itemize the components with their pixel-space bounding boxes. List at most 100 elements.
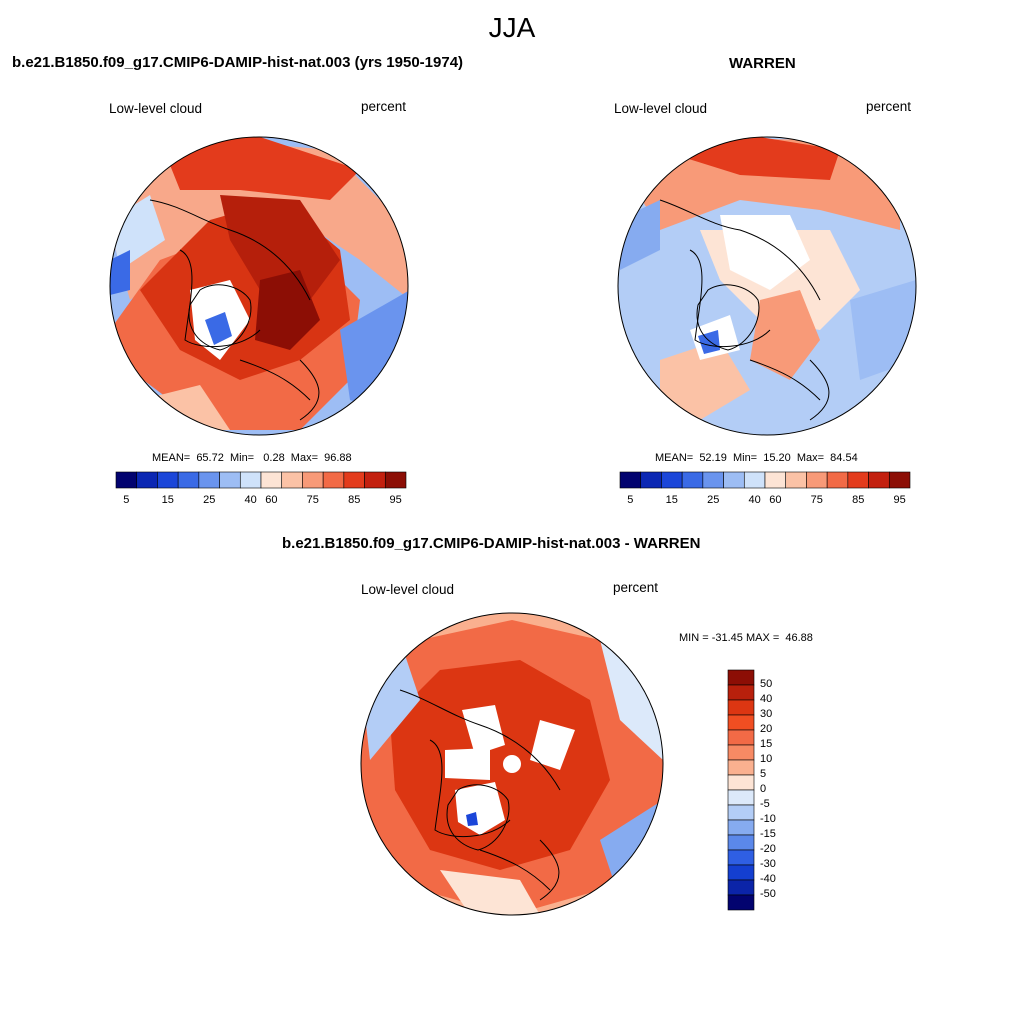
colorbar-swatch — [806, 471, 828, 489]
colorbar-swatch — [281, 471, 303, 489]
panel1-title: b.e21.B1850.f09_g17.CMIP6-DAMIP-hist-nat… — [12, 54, 464, 71]
colorbar-swatch — [640, 471, 662, 489]
colorbar-swatch — [115, 471, 138, 489]
colorbar-tick-label: 50 — [760, 678, 773, 690]
panel3-polar-map — [361, 613, 663, 915]
colorbar-swatch — [743, 471, 766, 489]
colorbar-swatch — [868, 471, 890, 489]
panel3-units: percent — [613, 580, 659, 595]
colorbar-swatch — [764, 471, 787, 489]
panel2-colorbar-ticks: 5 15 25 40 60 75 85 95 — [620, 494, 910, 508]
panel1-stats: MEAN= 65.72 Min= 0.28 Max= 96.88 — [152, 452, 352, 464]
colorbar-tick-label: 5 — [627, 494, 634, 506]
colorbar-tick-label: -5 — [760, 798, 770, 810]
colorbar-tick-label: -20 — [760, 843, 776, 855]
colorbar-tick-label: -50 — [760, 888, 776, 900]
season-title: JJA — [488, 12, 536, 43]
colorbar-tick-label: 60 — [769, 494, 782, 506]
colorbar-swatch — [785, 471, 807, 489]
colorbar-swatch — [198, 471, 220, 489]
colorbar-swatch — [727, 879, 755, 896]
colorbar-tick-label: 15 — [161, 494, 174, 506]
panel2-colorbar — [619, 471, 911, 489]
panel3-colorbar-ticks: 50 40 30 20 15 10 5 0 -5 -10 -15 -20 -30 -40 -50 — [760, 670, 800, 910]
colorbar-swatch — [177, 471, 200, 489]
panel1-colorbar-ticks: 5 15 25 40 60 75 85 95 — [116, 494, 406, 508]
colorbar-swatch — [727, 699, 755, 716]
colorbar-tick-label: 15 — [665, 494, 678, 506]
colorbar-swatch — [302, 471, 324, 489]
panel3-map-border — [360, 612, 664, 916]
colorbar-tick-label: 0 — [760, 783, 767, 795]
colorbar-tick-label: -15 — [760, 828, 776, 840]
colorbar-swatch — [727, 864, 755, 881]
panel3-variable: Low-level cloud — [361, 582, 455, 597]
colorbar-swatch — [727, 669, 755, 686]
panel1-colorbar — [115, 471, 407, 489]
colorbar-tick-label: -40 — [760, 873, 776, 885]
colorbar-swatch — [727, 834, 755, 851]
panel2-polar-map — [618, 137, 916, 435]
colorbar-swatch — [260, 471, 283, 489]
colorbar-swatch — [384, 471, 407, 489]
panel2-units: percent — [866, 99, 912, 114]
panel2-map-border — [617, 136, 917, 436]
colorbar-swatch — [727, 849, 755, 866]
panel3-title: b.e21.B1850.f09_g17.CMIP6-DAMIP-hist-nat… — [282, 535, 701, 552]
colorbar-swatch — [727, 729, 755, 746]
panel1-units: percent — [361, 99, 407, 114]
colorbar-swatch — [343, 471, 365, 489]
colorbar-swatch — [727, 774, 755, 791]
colorbar-swatch — [239, 471, 262, 489]
panel2-stats: MEAN= 52.19 Min= 15.20 Max= 84.54 — [655, 452, 858, 464]
colorbar-tick-label: 25 — [707, 494, 720, 506]
panel3-stats: MIN = -31.45 MAX = 46.88 — [679, 632, 813, 644]
panel1-map-border — [109, 136, 409, 436]
colorbar-swatch — [847, 471, 869, 489]
colorbar-tick-label: 75 — [810, 494, 823, 506]
colorbar-tick-label: 30 — [760, 708, 773, 720]
panel2-title: WARREN — [729, 55, 796, 72]
colorbar-swatch — [727, 819, 755, 836]
colorbar-swatch — [619, 471, 642, 489]
colorbar-swatch — [681, 471, 704, 489]
colorbar-tick-label: 25 — [203, 494, 216, 506]
colorbar-tick-label: 10 — [760, 753, 773, 765]
colorbar-tick-label: -10 — [760, 813, 776, 825]
colorbar-swatch — [364, 471, 386, 489]
colorbar-swatch — [136, 471, 158, 489]
colorbar-tick-label: 40 — [760, 693, 773, 705]
colorbar-tick-label: 20 — [760, 723, 773, 735]
colorbar-swatch — [702, 471, 724, 489]
colorbar-swatch — [727, 684, 755, 701]
colorbar-swatch — [723, 471, 745, 489]
colorbar-swatch — [888, 471, 911, 489]
colorbar-tick-label: 5 — [760, 768, 767, 780]
panel2-variable: Low-level cloud — [614, 101, 708, 116]
colorbar-tick-label: 85 — [348, 494, 361, 506]
colorbar-swatch — [322, 471, 345, 489]
colorbar-swatch — [727, 714, 755, 731]
colorbar-tick-label: 95 — [893, 494, 906, 506]
colorbar-swatch — [219, 471, 241, 489]
panel1-variable: Low-level cloud — [109, 101, 203, 116]
colorbar-tick-label: 40 — [244, 494, 257, 506]
panel3-colorbar — [727, 669, 755, 911]
colorbar-swatch — [727, 789, 755, 806]
panel1-polar-map — [110, 137, 408, 435]
colorbar-tick-label: 60 — [265, 494, 278, 506]
colorbar-swatch — [727, 804, 755, 821]
colorbar-swatch — [727, 894, 755, 911]
colorbar-swatch — [661, 471, 683, 489]
colorbar-tick-label: 75 — [306, 494, 319, 506]
colorbar-swatch — [826, 471, 849, 489]
colorbar-tick-label: 15 — [760, 738, 773, 750]
colorbar-tick-label: 85 — [852, 494, 865, 506]
colorbar-swatch — [157, 471, 179, 489]
colorbar-tick-label: -30 — [760, 858, 776, 870]
colorbar-tick-label: 5 — [123, 494, 130, 506]
colorbar-tick-label: 95 — [389, 494, 402, 506]
colorbar-swatch — [727, 759, 755, 776]
colorbar-tick-label: 40 — [748, 494, 761, 506]
colorbar-swatch — [727, 744, 755, 761]
